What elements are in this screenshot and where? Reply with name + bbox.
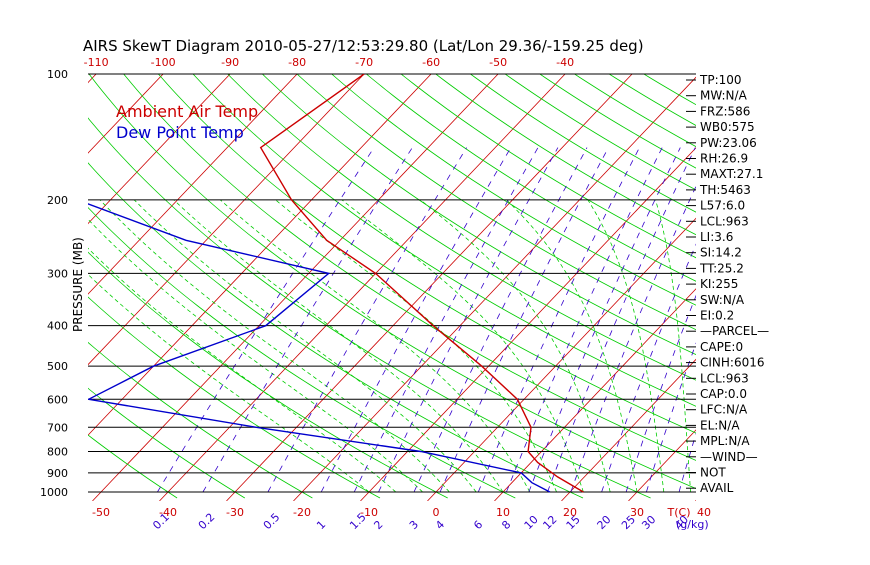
stability-index-item: WB0:575 — [700, 120, 755, 134]
moist-adiabat-line — [276, 200, 557, 492]
mixing-ratio-label: 0.5 — [261, 511, 283, 533]
top-temp-tick-label: -110 — [84, 56, 109, 69]
stability-index-item: MW:N/A — [700, 89, 748, 103]
stability-index-item: MPL:N/A — [700, 434, 750, 448]
stability-index-item: AVAIL — [700, 481, 734, 495]
moist-adiabat-line — [656, 200, 691, 492]
mixing-ratio-label: 4 — [433, 518, 447, 532]
pressure-tick-label: 500 — [47, 360, 68, 373]
mixing-ratio-unit-label: (g/kg) — [676, 518, 709, 531]
isotherm-line — [293, 74, 699, 501]
y-axis-label: PRESSURE (MB) — [71, 237, 85, 332]
stability-index-item: RH:26.9 — [700, 152, 748, 166]
moist-adiabat-line — [420, 200, 610, 492]
stability-index-item: LCL:963 — [700, 371, 749, 385]
legend-ambient-air-temp: Ambient Air Temp — [116, 102, 258, 121]
pressure-tick-label: 400 — [47, 320, 68, 333]
mixing-ratio-label: 20 — [595, 513, 614, 532]
top-temp-tick-label: -90 — [221, 56, 239, 69]
pressure-tick-label: 100 — [47, 68, 68, 81]
dry-adiabat-line — [468, 72, 870, 498]
mixing-ratio-line — [548, 148, 696, 492]
moist-adiabat-line — [70, 200, 423, 492]
mixing-ratio-label: 8 — [499, 518, 513, 532]
chart-title: AIRS SkewT Diagram 2010-05-27/12:53:29.8… — [83, 37, 644, 55]
stability-index-item: FRZ:586 — [700, 104, 750, 118]
mixing-ratio-label: 1 — [314, 518, 328, 532]
dry-adiabat-line — [295, 72, 870, 498]
mixing-ratio-label: 3 — [407, 518, 421, 532]
mixing-ratio-label: 6 — [471, 518, 485, 532]
pressure-tick-label: 1000 — [40, 486, 68, 499]
top-temp-tick-label: -40 — [556, 56, 574, 69]
bottom-temp-tick-label: -50 — [92, 506, 110, 519]
legend: Ambient Air Temp Dew Point Temp — [116, 102, 258, 142]
top-temp-tick-label: -100 — [151, 56, 176, 69]
mixing-ratio-label: 0.2 — [196, 511, 218, 533]
mixing-ratio-line — [571, 148, 714, 492]
pressure-tick-label: 300 — [47, 267, 68, 280]
stability-index-item: LI:3.6 — [700, 230, 733, 244]
isotherm-line — [226, 74, 632, 501]
stability-index-item: EI:0.2 — [700, 309, 734, 323]
mixing-ratio-label: 2 — [371, 518, 385, 532]
top-temp-tick-label: -50 — [489, 56, 507, 69]
top-temp-tick-label: -60 — [422, 56, 440, 69]
isotherm-line — [0, 74, 29, 501]
stability-index-item: LFC:N/A — [700, 403, 748, 417]
isotherm-line — [494, 74, 870, 501]
pressure-tick-label: 200 — [47, 194, 68, 207]
stability-index-item: EL:N/A — [700, 418, 740, 432]
stability-index-item: —WIND— — [700, 450, 758, 464]
dry-adiabat-line — [364, 72, 870, 498]
mixing-ratio-line — [203, 148, 412, 492]
moist-adiabat-line — [43, 200, 396, 492]
stability-index-item: TT:25.2 — [699, 261, 744, 275]
stability-index-item: TH:5463 — [699, 183, 751, 197]
stability-index-item: TP:100 — [699, 73, 742, 87]
stability-index-item: CINH:6016 — [700, 356, 765, 370]
mixing-ratio-line — [268, 148, 467, 492]
stability-index-item: CAP:0.0 — [700, 387, 747, 401]
stability-index-item: PW:23.06 — [700, 136, 757, 150]
stability-index-item: —PARCEL— — [700, 324, 769, 338]
mixing-ratio-line — [414, 148, 587, 492]
pressure-tick-label: 800 — [47, 445, 68, 458]
top-temp-tick-label: -70 — [355, 56, 373, 69]
stability-index-item: SW:N/A — [700, 293, 745, 307]
bottom-temp-tick-label: 0 — [433, 506, 440, 519]
isotherm-line — [762, 74, 870, 501]
moist-adiabat-line — [588, 200, 664, 492]
top-temp-tick-label: -80 — [288, 56, 306, 69]
pressure-tick-label: 900 — [47, 467, 68, 480]
dry-adiabat-line — [399, 72, 870, 498]
isotherm-line — [829, 74, 870, 501]
mixing-ratio-label: 12 — [540, 513, 559, 532]
stability-index-item: LCL:963 — [700, 214, 749, 228]
stability-index-item: KI:255 — [700, 277, 738, 291]
stability-index-item: L57:6.0 — [700, 199, 745, 213]
stability-index-item: NOT — [700, 466, 726, 480]
pressure-tick-label: 700 — [47, 421, 68, 434]
mixing-ratio-label: 10 — [522, 513, 541, 532]
stability-index-item: MAXT:27.1 — [700, 167, 763, 181]
legend-dew-point-temp: Dew Point Temp — [116, 123, 244, 142]
bottom-temp-tick-label: -20 — [293, 506, 311, 519]
pressure-tick-label: 600 — [47, 393, 68, 406]
moist-adiabat-line — [342, 200, 584, 492]
bottom-temp-tick-label: -30 — [226, 506, 244, 519]
stability-index-item: CAPE:0 — [700, 340, 743, 354]
ambient-air-temp-line — [261, 74, 584, 492]
stability-index-item: SI:14.2 — [700, 246, 742, 260]
moist-adiabat-line — [174, 200, 503, 492]
bottom-temp-tick-label: 10 — [496, 506, 510, 519]
